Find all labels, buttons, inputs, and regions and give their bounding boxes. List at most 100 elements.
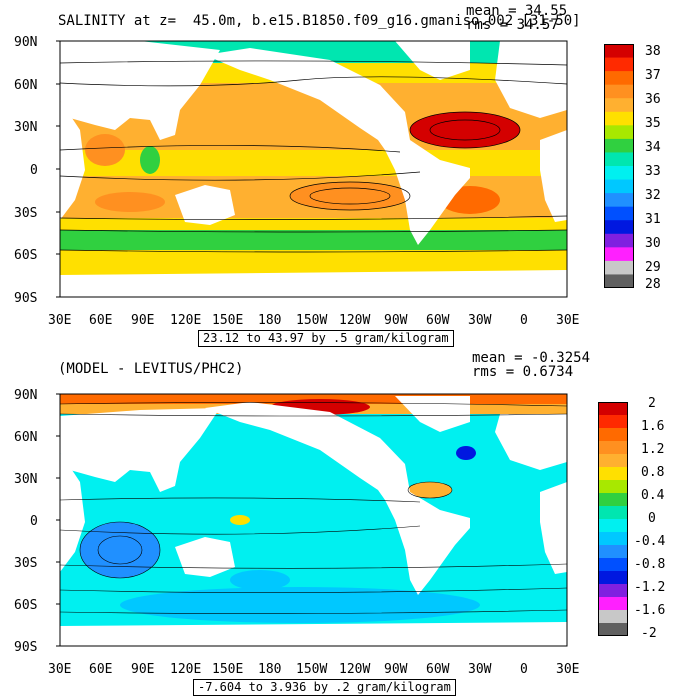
americas	[205, 402, 470, 595]
lon-label: 0	[520, 662, 528, 677]
colorbar-label: -2	[641, 626, 657, 641]
colorbar-swatch	[598, 519, 628, 533]
colorbar-swatch	[604, 206, 634, 221]
lon-label: 60W	[426, 662, 450, 677]
lat-label: 90S	[14, 640, 38, 655]
s-ocean-low	[120, 587, 480, 623]
colorbar-swatch	[604, 166, 634, 181]
lon-label: 150E	[212, 313, 244, 328]
mean-stat: mean = 34.55	[466, 3, 568, 19]
colorbar-label: 1.2	[641, 442, 665, 457]
colorbar-label: 0.8	[641, 465, 665, 480]
greenland	[395, 41, 470, 80]
colorbar-swatch	[598, 545, 628, 559]
colorbar-swatch	[604, 179, 634, 194]
lat-label: 0	[30, 163, 38, 178]
lon-label: 60E	[89, 313, 113, 328]
s-pacific-max	[290, 182, 410, 210]
panel-title: SALINITY at z= 45.0m, b.e15.B1850.f09_g1…	[58, 13, 581, 29]
colorbar-swatch	[598, 610, 628, 624]
colorbar-label: 2	[648, 396, 656, 411]
colorbar-label: 34	[645, 140, 661, 155]
antarctica	[60, 270, 567, 297]
salinity-map	[56, 40, 568, 298]
lon-label: 180	[258, 313, 282, 328]
lon-label: 30W	[468, 662, 492, 677]
lat-label: 90N	[14, 388, 38, 403]
lat-label: 30N	[14, 472, 38, 487]
colorbar-label: -0.4	[634, 534, 666, 549]
africa	[60, 100, 85, 220]
lat-label: 60S	[14, 598, 38, 613]
colorbar-label: 36	[645, 92, 661, 107]
australia	[175, 185, 235, 225]
lon-label: 150W	[296, 662, 328, 677]
bay-bengal	[140, 146, 160, 174]
labrador-low	[456, 446, 476, 460]
pacific-mid	[230, 570, 290, 590]
greenland	[395, 396, 470, 432]
colorbar-swatch	[604, 274, 634, 288]
colorbar-swatch	[598, 597, 628, 611]
colorbar-swatch	[598, 571, 628, 585]
colorbar-swatch	[604, 233, 634, 248]
colorbar-swatch	[598, 428, 628, 442]
rms-stat: rms = 0.6734	[472, 364, 574, 380]
gulf-stream	[408, 482, 452, 498]
colorbar-label: 0.4	[641, 488, 665, 503]
colorbar-swatch	[604, 111, 634, 126]
equatorial-band	[60, 150, 567, 176]
southern-band-green	[60, 230, 567, 250]
difference-map	[56, 393, 568, 647]
lat-label: 0	[30, 514, 38, 529]
lon-label: 120E	[170, 313, 202, 328]
lat-label: 90N	[14, 35, 38, 50]
lon-label: 60W	[426, 313, 450, 328]
colorbar-swatch	[598, 454, 628, 468]
colorbar-label: -1.6	[634, 603, 666, 618]
colorbar-swatch	[598, 584, 628, 598]
colorbar-swatch	[598, 623, 628, 636]
colorbar-swatch	[604, 193, 634, 208]
indian-ocean-low	[80, 522, 160, 578]
lat-label: 60N	[14, 430, 38, 445]
colorbar-label: 38	[645, 44, 661, 59]
lon-label: 30E	[48, 662, 72, 677]
europe-africa-east	[495, 41, 567, 118]
africa-west	[540, 482, 567, 574]
colorbar-label: 37	[645, 68, 661, 83]
lat-ticks	[56, 40, 60, 298]
lat-label: 30S	[14, 556, 38, 571]
colorbar-label: 0	[648, 511, 656, 526]
arabian-sea	[85, 134, 125, 166]
colorbar-swatch	[604, 125, 634, 140]
lon-label: 30E	[48, 313, 72, 328]
lon-label: 60E	[89, 662, 113, 677]
colorbar-swatch	[604, 152, 634, 167]
lon-label: 180	[258, 662, 282, 677]
colorbar-swatch	[604, 260, 634, 275]
lon-label: 150W	[296, 313, 328, 328]
colorbar-swatch	[598, 467, 628, 481]
colorbar-label: 1.6	[641, 419, 665, 434]
lon-label: 0	[520, 313, 528, 328]
colorbar-label: 33	[645, 164, 661, 179]
colorbar-swatch	[598, 402, 628, 416]
lon-label: 90W	[384, 313, 408, 328]
salinity-panel: SALINITY at z= 45.0m, b.e15.B1850.f09_g1…	[14, 3, 661, 347]
lat-label: 30N	[14, 120, 38, 135]
panel-title: (MODEL - LEVITUS/PHC2)	[58, 361, 244, 377]
lon-label: 30E	[556, 662, 580, 677]
lon-label: 90E	[131, 662, 155, 677]
lon-label: 120E	[170, 662, 202, 677]
colorbar-swatch	[598, 415, 628, 429]
africa	[60, 452, 85, 572]
lat-label: 60S	[14, 248, 38, 263]
colorbar-label: 31	[645, 212, 661, 227]
colorbar-swatch	[598, 558, 628, 572]
colorbar-swatch	[604, 138, 634, 153]
colorbar	[604, 44, 634, 288]
colorbar-swatch	[598, 441, 628, 455]
atlantic-max	[410, 112, 520, 148]
lat-label: 90S	[14, 291, 38, 306]
